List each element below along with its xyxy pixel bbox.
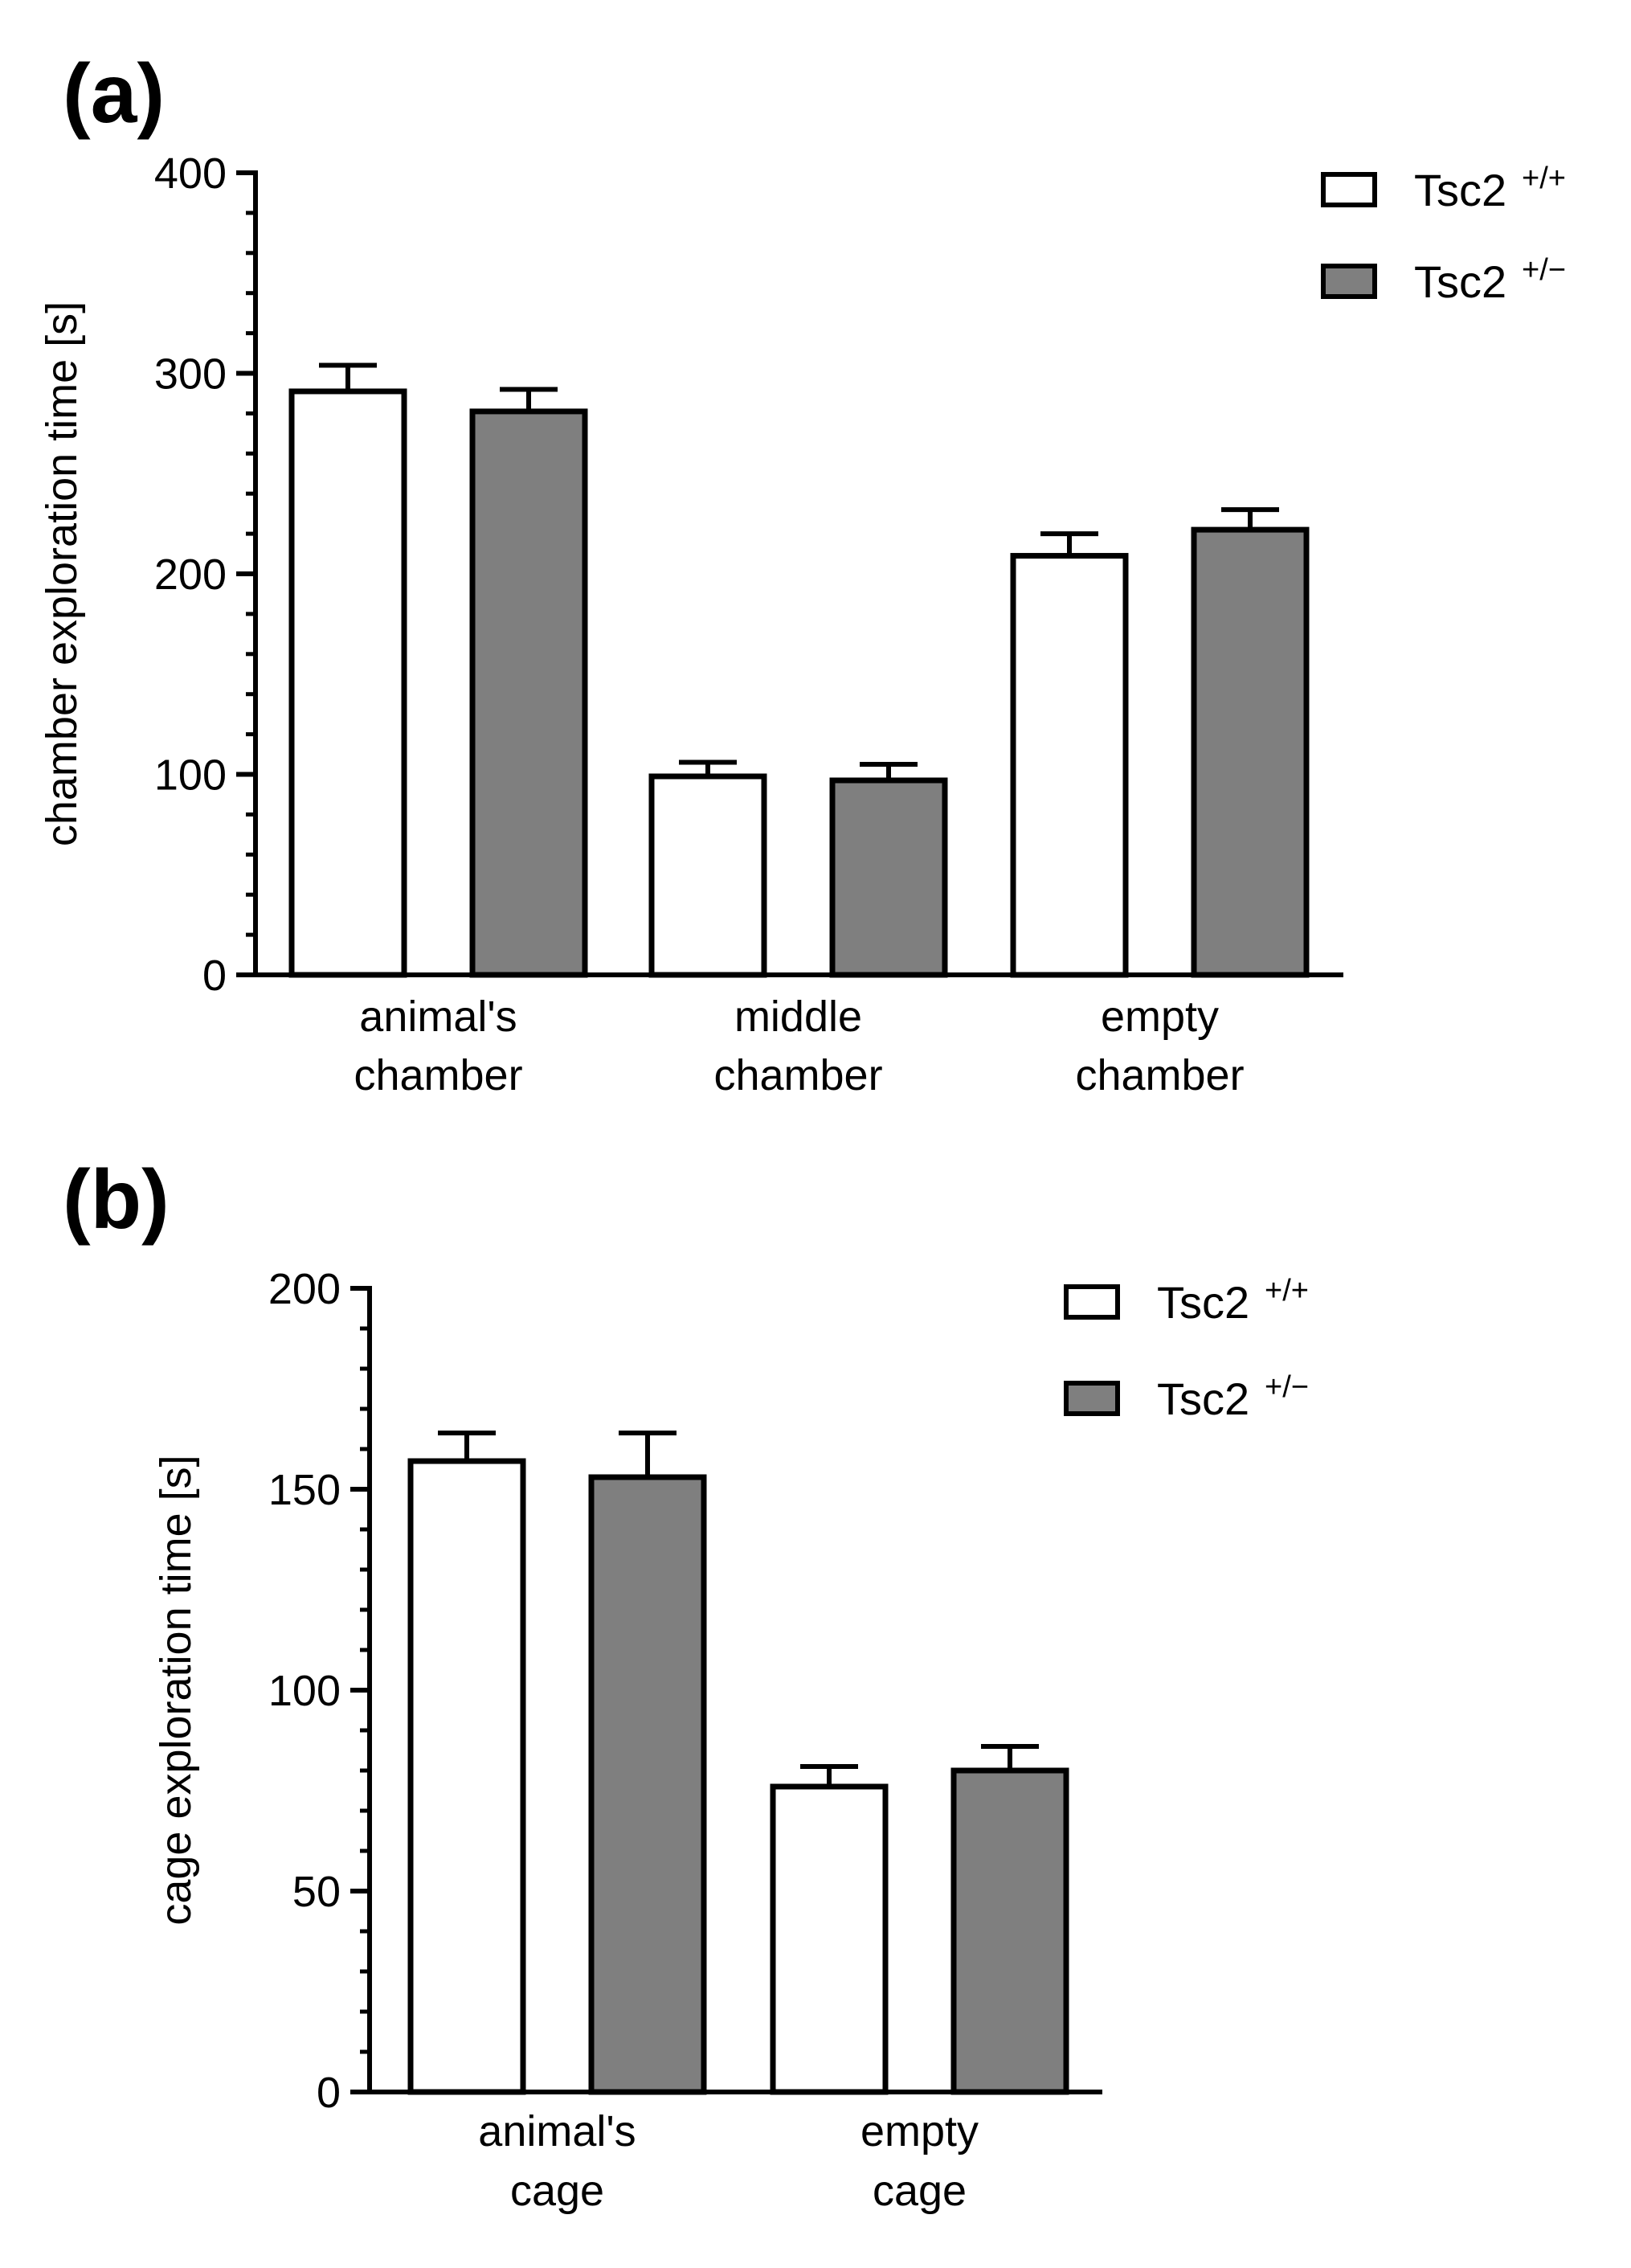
bar — [469, 408, 588, 978]
legend-label: Tsc2 — [1157, 1373, 1249, 1424]
bar — [950, 1767, 1069, 2095]
y-tick-label: 200 — [268, 1265, 341, 1313]
legend: Tsc2 +/+ Tsc2 +/− — [1064, 1274, 1309, 1424]
y-tick-label: 200 — [154, 551, 227, 599]
bar — [648, 773, 767, 978]
legend-swatch — [1064, 1381, 1120, 1416]
x-category-label: chamber — [354, 1051, 522, 1099]
chart-panel-a: (a) chamber exploration time [s] 0 100 200 30… — [38, 47, 1566, 1099]
bar — [829, 777, 948, 978]
y-tick-label: 50 — [292, 1868, 341, 1916]
legend-swatch — [1321, 264, 1377, 299]
y-tick-label: 150 — [268, 1466, 341, 1514]
y-tick-label: 400 — [154, 149, 227, 198]
x-category-label: chamber — [713, 1051, 882, 1099]
x-category-label: animal's — [478, 2107, 636, 2155]
x-category-label: chamber — [1075, 1051, 1244, 1099]
legend-label: Tsc2 — [1414, 256, 1506, 307]
legend: Tsc2 +/+ Tsc2 +/− — [1321, 162, 1566, 307]
legend-label-superscript: +/− — [1522, 253, 1566, 287]
chart-panel-b: (b) cage exploration time [s] 0 50 100 150 200… — [63, 1153, 1309, 2215]
legend-label: Tsc2 — [1157, 1277, 1249, 1328]
panel-letter: (b) — [63, 1153, 170, 1247]
y-tick-label: 0 — [202, 952, 227, 1000]
y-tick-label: 0 — [317, 2069, 341, 2117]
legend-label: Tsc2 — [1414, 165, 1506, 215]
bar — [588, 1474, 707, 2095]
x-category-label: middle — [734, 993, 862, 1041]
legend-label-superscript: +/− — [1265, 1370, 1309, 1404]
legend-swatch — [1064, 1284, 1120, 1320]
x-category-label: cage — [510, 2167, 604, 2215]
legend-label-superscript: +/+ — [1265, 1274, 1309, 1308]
x-category-label: empty — [1101, 993, 1219, 1041]
y-tick-label: 100 — [154, 751, 227, 800]
y-axis-title: cage exploration time [s] — [152, 1455, 200, 1925]
bar — [288, 388, 407, 978]
legend-swatch — [1321, 172, 1377, 207]
bar — [770, 1783, 889, 2095]
y-axis-title: chamber exploration time [s] — [38, 301, 86, 846]
x-category-label: cage — [873, 2167, 967, 2215]
bar — [1191, 526, 1310, 978]
bar — [407, 1458, 526, 2095]
y-tick-label: 100 — [268, 1667, 341, 1715]
bar — [1010, 553, 1129, 978]
panel-letter: (a) — [63, 47, 165, 141]
x-category-label: animal's — [359, 993, 517, 1041]
legend-label-superscript: +/+ — [1522, 162, 1566, 195]
y-tick-label: 300 — [154, 350, 227, 399]
x-category-label: empty — [860, 2107, 979, 2155]
